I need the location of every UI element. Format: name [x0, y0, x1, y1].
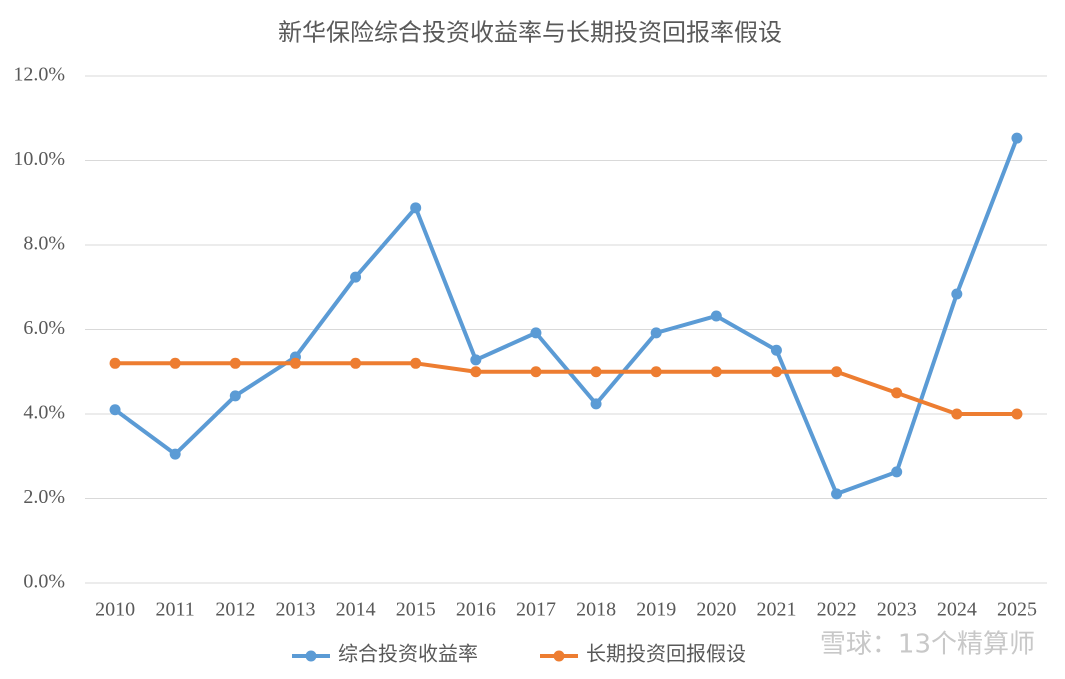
y-tick-label: 6.0% [23, 317, 65, 339]
data-point [650, 327, 662, 339]
x-tick-label: 2018 [576, 599, 616, 621]
data-point [109, 404, 121, 416]
legend-marker [305, 650, 317, 662]
x-tick-label: 2017 [516, 599, 556, 621]
data-point [350, 357, 362, 369]
legend-label: 长期投资回报假设 [586, 643, 746, 666]
x-tick-label: 2022 [817, 599, 857, 621]
x-tick-label: 2023 [877, 599, 917, 621]
data-point [710, 366, 722, 378]
data-point [470, 366, 482, 378]
data-point [530, 366, 542, 378]
y-tick-label: 12.0% [13, 64, 65, 86]
series-line [113, 137, 1019, 496]
series-line [115, 361, 1017, 416]
data-point [350, 271, 362, 283]
x-tick-label: 2019 [636, 599, 676, 621]
x-tick-label: 2010 [95, 599, 135, 621]
data-point [229, 357, 241, 369]
data-point [289, 357, 301, 369]
x-tick-label: 2011 [156, 599, 195, 621]
legend-label: 综合投资收益率 [338, 643, 478, 666]
data-point [770, 344, 782, 356]
data-point [410, 357, 422, 369]
data-point [831, 366, 843, 378]
data-point [530, 327, 542, 339]
data-point [710, 310, 722, 322]
y-tick-label: 8.0% [23, 233, 65, 255]
data-point [590, 398, 602, 410]
data-point [770, 366, 782, 378]
data-point [229, 390, 241, 402]
x-tick-label: 2024 [937, 599, 977, 621]
data-point [951, 408, 963, 420]
data-point [951, 288, 963, 300]
y-tick-label: 2.0% [23, 486, 65, 508]
data-point [831, 488, 843, 500]
legend-marker [553, 650, 565, 662]
y-tick-label: 10.0% [13, 148, 65, 170]
data-point [590, 366, 602, 378]
data-point [470, 354, 482, 366]
x-tick-label: 2016 [456, 599, 496, 621]
data-point [109, 357, 121, 369]
x-tick-label: 2020 [696, 599, 736, 621]
x-tick-label: 2014 [336, 599, 376, 621]
data-point [410, 202, 422, 214]
x-tick-label: 2025 [997, 599, 1037, 621]
x-tick-label: 2012 [215, 599, 255, 621]
x-tick-label: 2013 [275, 599, 315, 621]
data-point [169, 448, 181, 460]
y-tick-label: 4.0% [23, 402, 65, 424]
y-tick-label: 0.0% [23, 571, 65, 593]
data-point [169, 357, 181, 369]
data-point [1011, 408, 1023, 420]
data-point [891, 466, 903, 478]
data-point [891, 387, 903, 399]
data-point [650, 366, 662, 378]
chart-title: 新华保险综合投资收益率与长期投资回报率假设 [278, 20, 782, 47]
data-point [1011, 132, 1023, 144]
x-tick-label: 2015 [396, 599, 436, 621]
watermark: 雪球：13个精算师 [820, 630, 1035, 660]
x-tick-label: 2021 [756, 599, 796, 621]
